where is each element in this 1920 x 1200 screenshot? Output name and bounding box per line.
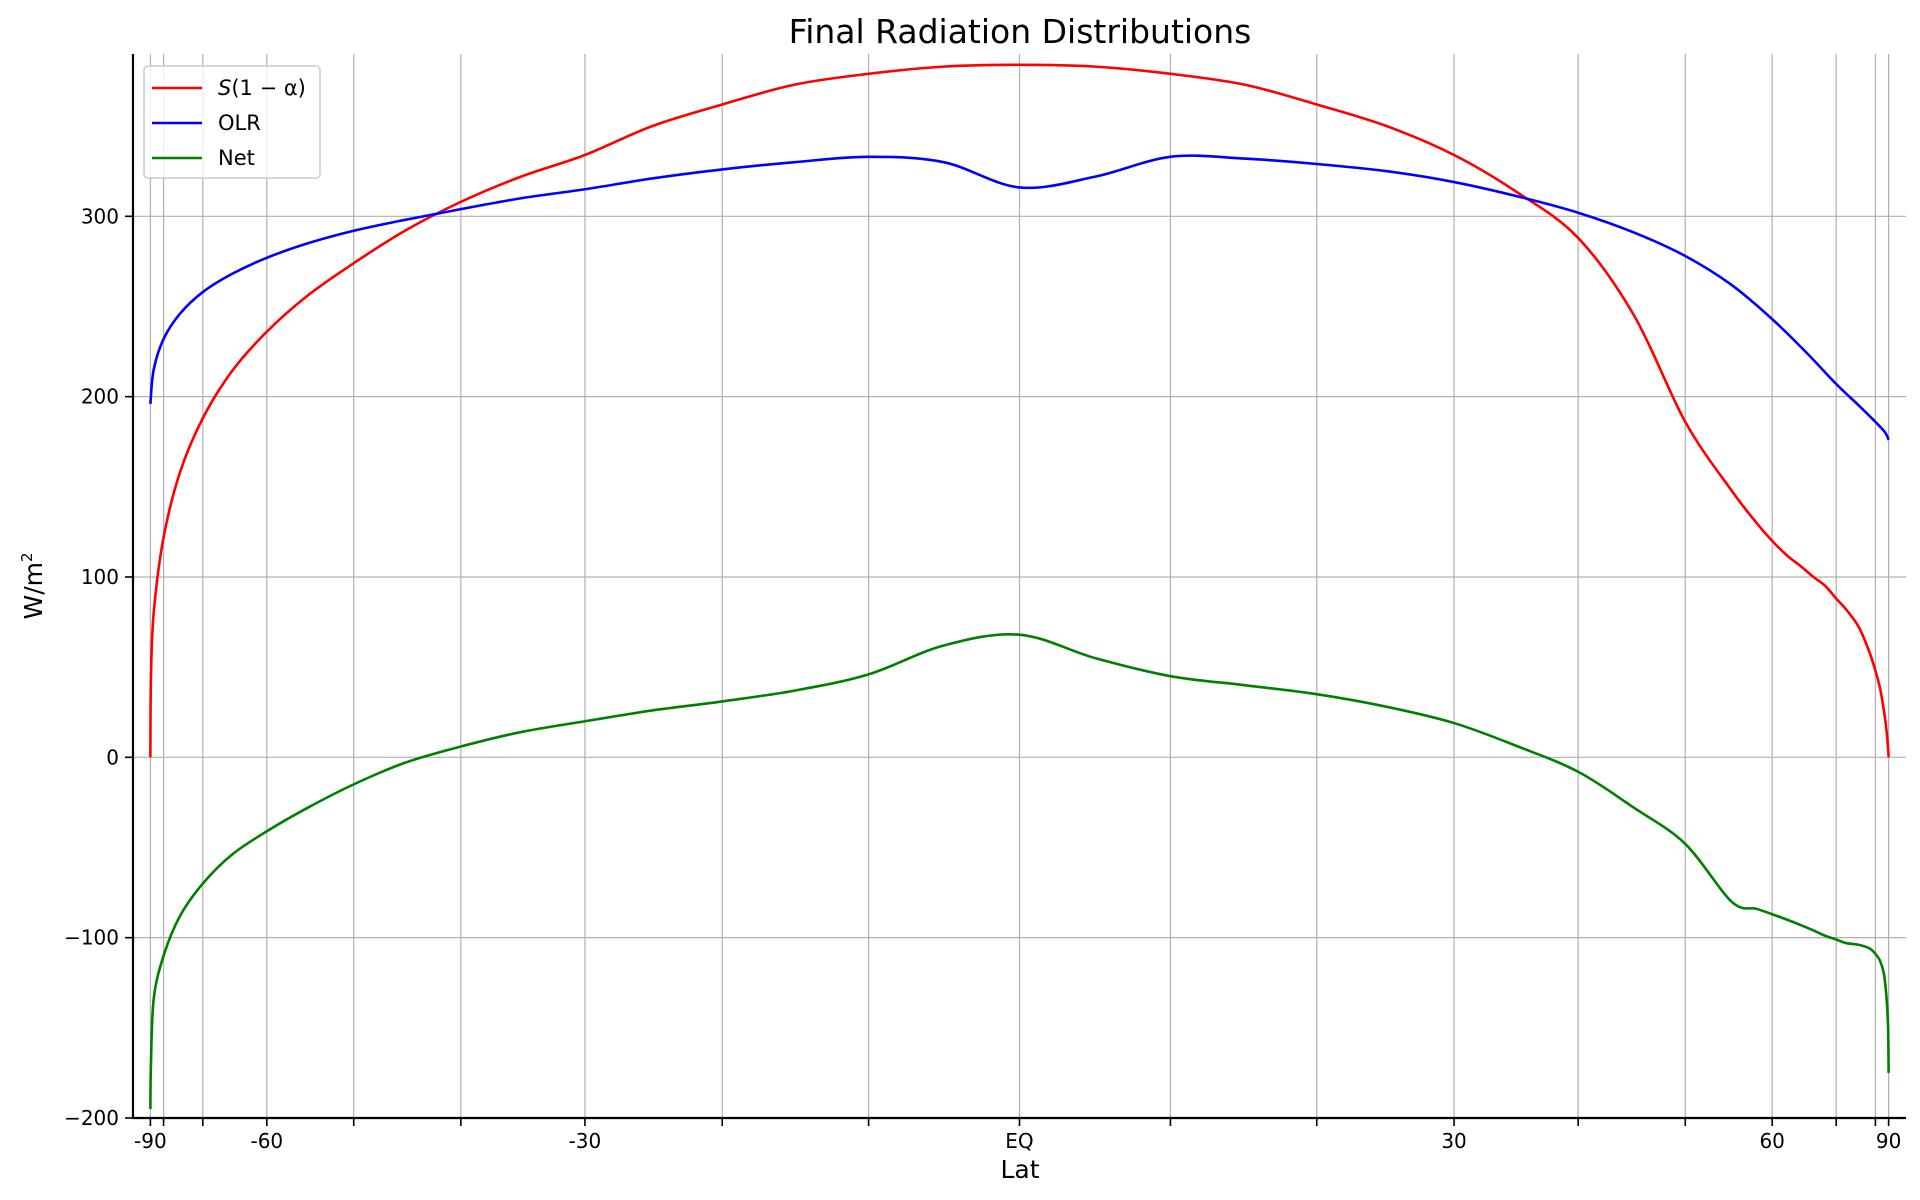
grid-lines [133,54,1906,1119]
series-line-olr [149,154,1890,441]
y-tick-label: 100 [81,565,119,589]
legend-item-net-label: Net [218,146,255,170]
y-ticks: −200 −100 0 100 200 300 [64,204,133,1130]
x-ticks: -90 -60 -30 EQ 30 60 90 [134,1118,1901,1153]
x-tick-label: -60 [250,1129,283,1153]
x-tick-label: EQ [1005,1129,1033,1153]
x-tick-label: 30 [1441,1129,1466,1153]
y-tick-label: −200 [64,1106,119,1130]
x-axis-label: Lat [1000,1155,1039,1184]
legend: S(1 − α) OLR Net [143,65,321,179]
x-tick-label: 60 [1759,1129,1784,1153]
legend-item-absorbed-solar-label: S(1 − α) [218,76,306,100]
series-lines [149,63,1890,1109]
series-line-absorbed-solar [149,63,1890,758]
y-tick-label: 300 [81,204,119,228]
y-tick-label: 0 [106,745,119,769]
legend-item-olr-label: OLR [218,111,261,135]
y-axis-label: W/m2 [18,552,48,619]
legend-frame [143,65,321,179]
x-tick-label: -90 [134,1129,167,1153]
series-line-net [149,632,1890,1109]
x-tick-label: 90 [1876,1129,1901,1153]
y-axis-label-base: W/m [19,562,48,620]
y-axis-label-superscript: 2 [18,552,36,562]
x-tick-label: -30 [569,1129,602,1153]
chart-title: Final Radiation Distributions [789,12,1252,51]
y-tick-label: −100 [64,926,119,950]
y-tick-label: 200 [81,385,119,409]
